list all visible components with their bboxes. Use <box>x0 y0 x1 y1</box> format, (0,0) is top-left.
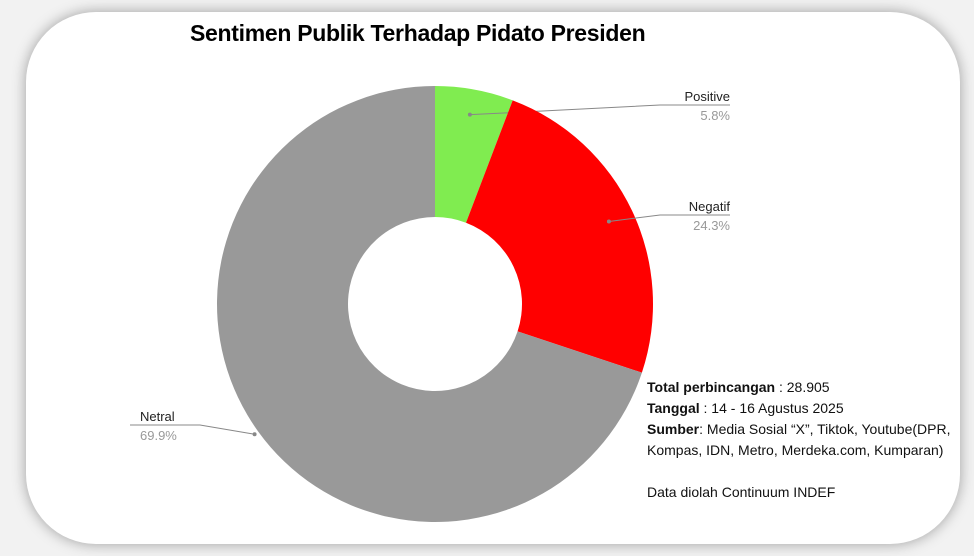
slice-label: Netral <box>140 409 175 424</box>
date-label: Tanggal <box>647 400 700 416</box>
date-value: : 14 - 16 Agustus 2025 <box>699 400 844 416</box>
info-block: Total perbincangan : 28.905 Tanggal : 14… <box>647 377 950 503</box>
leader-dot <box>606 219 611 224</box>
source-label: Sumber <box>647 421 700 437</box>
slice-value: 24.3% <box>693 218 730 233</box>
total-value: : 28.905 <box>775 379 830 395</box>
slice-value: 69.9% <box>140 428 177 443</box>
slice-value: 5.8% <box>700 108 730 123</box>
source-value: : Media Sosial “X”, Tiktok, Youtube(DPR, <box>699 421 951 437</box>
slice-netral <box>216 86 642 522</box>
slice-negatif <box>466 100 653 373</box>
total-label: Total perbincangan <box>647 379 776 395</box>
credit: Data diolah Continuum INDEF <box>647 484 836 500</box>
slice-label: Negatif <box>689 199 731 214</box>
slice-positive <box>435 86 513 223</box>
leader-dot <box>252 432 257 437</box>
leader-line <box>130 424 255 435</box>
chart-title: Sentimen Publik Terhadap Pidato Presiden <box>190 20 646 46</box>
leader-dot <box>467 112 472 117</box>
source-value-2: Kompas, IDN, Metro, Merdeka.com, Kumpara… <box>647 442 944 458</box>
slice-label: Positive <box>684 89 730 104</box>
leader-line <box>608 214 730 222</box>
